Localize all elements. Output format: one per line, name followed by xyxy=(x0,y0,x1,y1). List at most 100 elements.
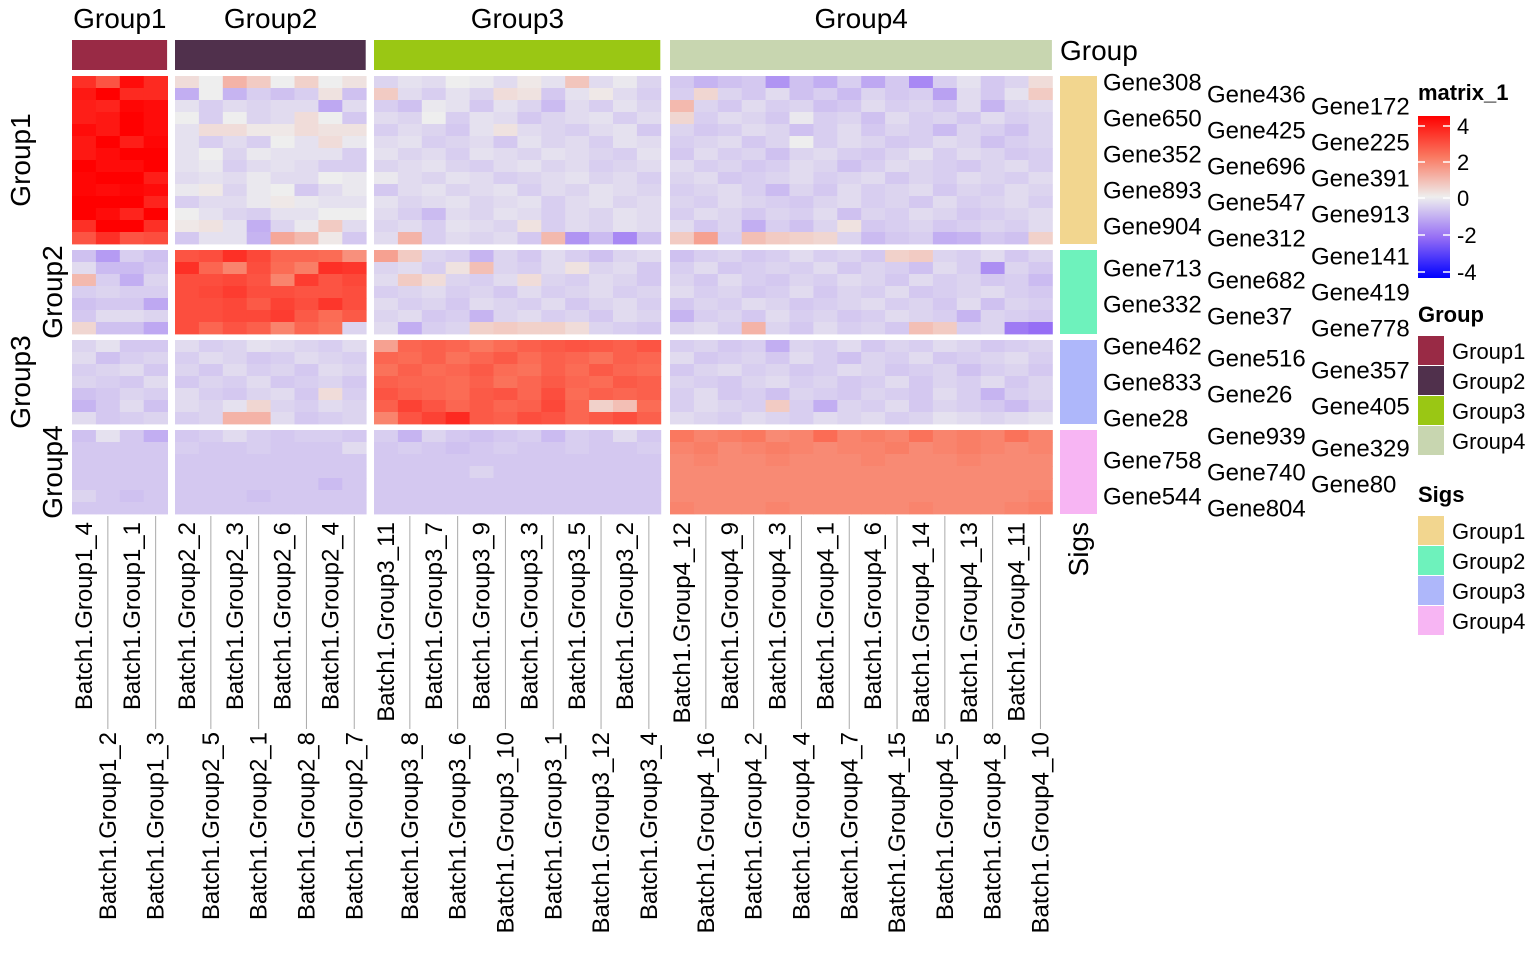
heatmap-cell xyxy=(397,208,423,221)
heatmap-cell xyxy=(613,298,638,311)
heatmap-cell xyxy=(565,124,590,137)
heatmap-cell xyxy=(270,196,295,209)
heatmap-cell xyxy=(813,430,838,443)
heatmap-cell xyxy=(72,196,97,209)
row-label: Gene225 xyxy=(1311,130,1410,157)
heatmap-cell xyxy=(693,220,719,233)
heatmap-cell xyxy=(493,220,518,233)
heatmap-cell xyxy=(541,322,566,335)
heatmap-cell xyxy=(589,262,614,275)
heatmap-cell xyxy=(670,502,695,515)
heatmap-cell xyxy=(741,274,766,287)
heatmap-cell xyxy=(175,136,200,149)
heatmap-cell xyxy=(670,286,695,299)
heatmap-cell xyxy=(813,232,838,245)
heatmap-cell xyxy=(741,412,766,425)
heatmap-cell xyxy=(397,148,423,161)
heatmap-cell xyxy=(318,100,343,113)
heatmap-cell xyxy=(717,88,743,101)
heatmap-cell xyxy=(565,400,590,413)
heatmap-cell xyxy=(932,388,958,401)
heatmap-cell xyxy=(670,478,695,491)
heatmap-cell xyxy=(589,466,614,479)
heatmap-cell xyxy=(717,100,743,113)
heatmap-cell xyxy=(175,376,200,389)
heatmap-cell xyxy=(517,388,542,401)
heatmap-cell xyxy=(95,220,121,233)
heatmap-cell xyxy=(246,196,271,209)
group-legend-swatch xyxy=(1418,366,1444,395)
heatmap-cell xyxy=(541,412,566,425)
heatmap-cell xyxy=(397,376,423,389)
column-label: Batch1.Group3_12 xyxy=(588,732,615,933)
heatmap-cell xyxy=(589,148,614,161)
heatmap-cell xyxy=(932,286,958,299)
heatmap-cell xyxy=(813,88,838,101)
heatmap-cell xyxy=(198,400,224,413)
heatmap-cell xyxy=(294,298,319,311)
heatmap-cell xyxy=(1028,442,1053,455)
heatmap-cell xyxy=(397,196,423,209)
heatmap-cell xyxy=(717,490,743,503)
column-label: Batch1.Group2_6 xyxy=(270,522,297,710)
heatmap-cell xyxy=(541,364,566,377)
heatmap-cell xyxy=(789,184,814,197)
colorbar-tick-label: 2 xyxy=(1457,150,1469,175)
heatmap-cell xyxy=(143,400,168,413)
heatmap-cell xyxy=(932,478,958,491)
heatmap-cell xyxy=(397,310,423,323)
heatmap-cell xyxy=(1004,208,1029,221)
heatmap-cell xyxy=(909,136,934,149)
heatmap-cell xyxy=(837,196,862,209)
heatmap-cell xyxy=(493,286,518,299)
heatmap-cell xyxy=(717,208,743,221)
column-group-title: Group4 xyxy=(814,3,907,34)
heatmap-cell xyxy=(246,112,271,125)
heatmap-cell xyxy=(932,310,958,323)
heatmap-cell xyxy=(198,148,224,161)
heatmap-cell xyxy=(956,478,982,491)
heatmap-cell xyxy=(885,388,910,401)
heatmap-cell xyxy=(445,184,470,197)
heatmap-cell xyxy=(670,274,695,287)
heatmap-cell xyxy=(980,310,1005,323)
heatmap-cell xyxy=(222,412,248,425)
heatmap-cell xyxy=(246,430,271,443)
heatmap-cell xyxy=(670,220,695,233)
heatmap-cell xyxy=(741,184,766,197)
heatmap-cell xyxy=(119,184,145,197)
heatmap-cell xyxy=(342,466,367,479)
heatmap-cell xyxy=(517,76,542,89)
heatmap-cell xyxy=(956,220,982,233)
heatmap-cell xyxy=(589,400,614,413)
heatmap-cell xyxy=(613,184,638,197)
heatmap-cell xyxy=(469,430,494,443)
heatmap-cell xyxy=(270,442,295,455)
heatmap-cell xyxy=(885,112,910,125)
heatmap-cell xyxy=(246,298,271,311)
heatmap-cell xyxy=(813,490,838,503)
heatmap-cell xyxy=(95,298,121,311)
heatmap-cell xyxy=(421,412,447,425)
heatmap-cell xyxy=(143,490,168,503)
heatmap-cell xyxy=(198,352,224,365)
heatmap-cell xyxy=(294,172,319,185)
heatmap-cell xyxy=(469,442,494,455)
heatmap-cell xyxy=(636,160,662,173)
heatmap-cell xyxy=(765,172,790,185)
heatmap-cell xyxy=(246,100,271,113)
heatmap-cell xyxy=(517,430,542,443)
heatmap-cell xyxy=(956,124,982,137)
heatmap-cell xyxy=(342,76,367,89)
heatmap-cell xyxy=(270,172,295,185)
heatmap-cell xyxy=(717,352,743,365)
heatmap-cell xyxy=(885,286,910,299)
heatmap-cell xyxy=(636,502,662,515)
heatmap-cell xyxy=(1004,136,1029,149)
heatmap-cell xyxy=(493,376,518,389)
heatmap-cell xyxy=(342,100,367,113)
heatmap-cell xyxy=(789,220,814,233)
heatmap-cell xyxy=(741,112,766,125)
heatmap-cell xyxy=(885,76,910,89)
heatmap-cell xyxy=(222,364,248,377)
